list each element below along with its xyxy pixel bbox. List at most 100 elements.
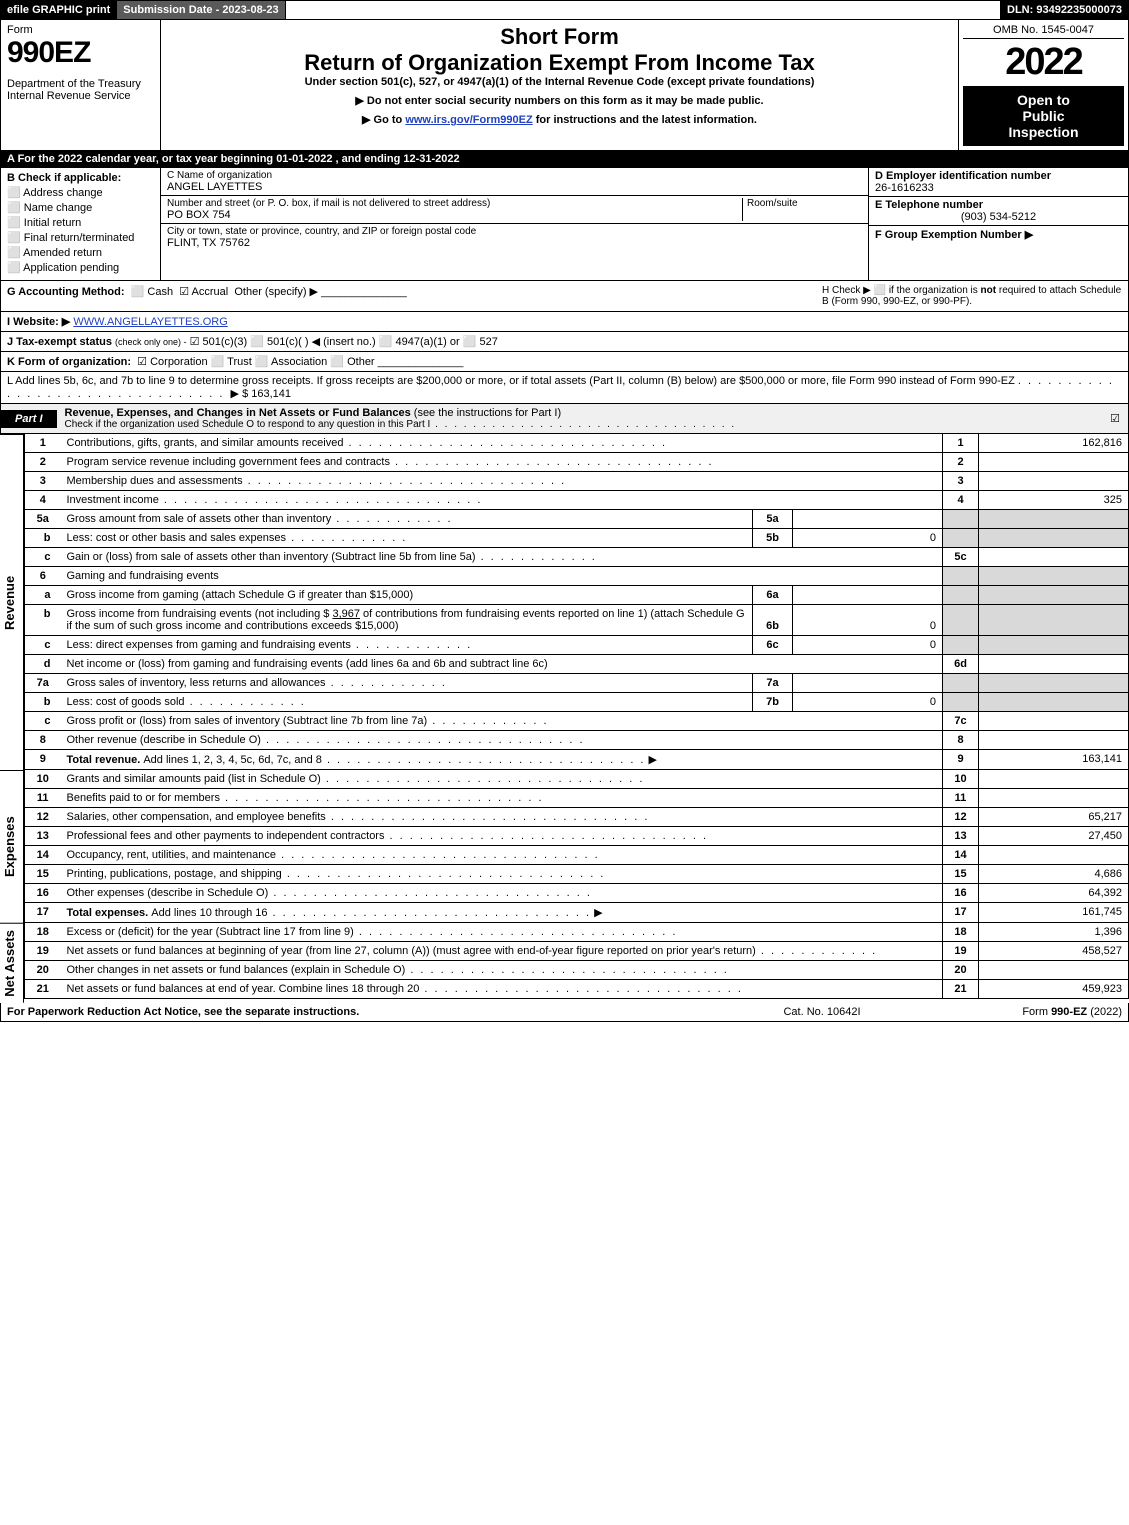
j-sub: (check only one) - <box>115 337 187 347</box>
num-grey <box>943 636 979 655</box>
line-6: 6 Gaming and fundraising events <box>25 567 1129 586</box>
line-15: 15 Printing, publications, postage, and … <box>25 865 1129 884</box>
row-h: H Check ▶ ⬜ if the organization is not r… <box>822 285 1122 307</box>
irs-link[interactable]: www.irs.gov/Form990EZ <box>405 114 532 126</box>
desc: Other changes in net assets or fund bala… <box>67 964 406 976</box>
chk-initial-return[interactable]: Initial return <box>7 216 154 229</box>
i-label: I Website: ▶ <box>7 316 70 328</box>
desc: Net assets or fund balances at end of ye… <box>67 983 420 995</box>
part1-title: Revenue, Expenses, and Changes in Net As… <box>57 404 1103 433</box>
part1-sub: Check if the organization used Schedule … <box>65 419 431 430</box>
dots <box>343 437 667 449</box>
dots <box>351 639 472 651</box>
header-left: Form 990EZ Department of the Treasury In… <box>1 20 161 150</box>
g-other[interactable]: Other (specify) ▶ <box>234 286 318 298</box>
val: 1,396 <box>979 923 1129 942</box>
j-opts[interactable]: ☑ 501(c)(3) ⬜ 501(c)( ) ◀ (insert no.) ⬜… <box>190 336 498 348</box>
mini-val <box>793 586 943 605</box>
open1: Open to <box>965 92 1122 108</box>
netassets-table: 18 Excess or (deficit) for the year (Sub… <box>24 923 1129 999</box>
ln: b <box>25 529 61 548</box>
num: 9 <box>943 750 979 770</box>
val-grey <box>979 529 1129 548</box>
desc: Program service revenue including govern… <box>67 456 390 468</box>
part1-paren: (see the instructions for Part I) <box>414 407 561 419</box>
line-19: 19 Net assets or fund balances at beginn… <box>25 942 1129 961</box>
form-number: 990EZ <box>7 36 154 70</box>
dots <box>268 887 592 899</box>
num: 16 <box>943 884 979 903</box>
dots <box>427 715 548 727</box>
ln: 4 <box>25 491 61 510</box>
desc: Investment income <box>67 494 159 506</box>
chk-amended-return[interactable]: Amended return <box>7 246 154 259</box>
chk-address-change[interactable]: Address change <box>7 186 154 199</box>
col-b: B Check if applicable: Address change Na… <box>1 168 161 280</box>
chk-application-pending[interactable]: Application pending <box>7 261 154 274</box>
row-a-tax-year: A For the 2022 calendar year, or tax yea… <box>0 151 1129 168</box>
ssn-note: ▶ Do not enter social security numbers o… <box>167 94 952 107</box>
ln: 1 <box>25 434 61 453</box>
c-name-label: C Name of organization <box>167 170 272 181</box>
line-13: 13 Professional fees and other payments … <box>25 827 1129 846</box>
desc1: Gross income from fundraising events (no… <box>67 608 333 620</box>
netassets-side-label: Net Assets <box>0 923 24 1003</box>
ln: 16 <box>25 884 61 903</box>
num: 3 <box>943 472 979 491</box>
mini-val: 0 <box>793 693 943 712</box>
desc: Excess or (deficit) for the year (Subtra… <box>67 926 354 938</box>
dots <box>185 696 306 708</box>
val <box>979 770 1129 789</box>
dots <box>384 830 708 842</box>
chk-name-change[interactable]: Name change <box>7 201 154 214</box>
desc: Gross sales of inventory, less returns a… <box>67 677 326 689</box>
row-j: J Tax-exempt status (check only one) - ☑… <box>0 332 1129 352</box>
line-8: 8 Other revenue (describe in Schedule O)… <box>25 731 1129 750</box>
dots <box>331 513 452 525</box>
num: 19 <box>943 942 979 961</box>
val: 459,923 <box>979 980 1129 999</box>
val-grey <box>979 510 1129 529</box>
num: 14 <box>943 846 979 865</box>
ln: 17 <box>25 903 61 923</box>
g-accrual[interactable]: Accrual <box>179 286 228 298</box>
line-18: 18 Excess or (deficit) for the year (Sub… <box>25 923 1129 942</box>
chk-final-return[interactable]: Final return/terminated <box>7 231 154 244</box>
ln: b <box>25 605 61 636</box>
phone: (903) 534-5212 <box>875 211 1122 223</box>
dots <box>276 849 600 861</box>
desc: Less: cost or other basis and sales expe… <box>67 532 287 544</box>
dept-treasury: Department of the Treasury <box>7 78 154 90</box>
part1-checkbox[interactable]: ☑ <box>1102 409 1128 428</box>
k-opts[interactable]: ☑ Corporation ⬜ Trust ⬜ Association ⬜ Ot… <box>137 356 374 368</box>
website-link[interactable]: WWW.ANGELLAYETTES.ORG <box>73 316 227 328</box>
dots <box>220 792 544 804</box>
header-mid: Short Form Return of Organization Exempt… <box>161 20 958 150</box>
line-6b: b Gross income from fundraising events (… <box>25 605 1129 636</box>
ln: 7a <box>25 674 61 693</box>
efile-label[interactable]: efile GRAPHIC print <box>1 1 117 19</box>
dots <box>159 494 483 506</box>
val-grey <box>979 693 1129 712</box>
l-val: ▶ $ 163,141 <box>231 388 291 400</box>
val <box>979 472 1129 491</box>
line-2: 2 Program service revenue including gove… <box>25 453 1129 472</box>
num-grey <box>943 674 979 693</box>
val <box>979 961 1129 980</box>
g-cash[interactable]: Cash <box>131 286 173 298</box>
part1-title-bold: Revenue, Expenses, and Changes in Net As… <box>65 407 414 419</box>
ln: 2 <box>25 453 61 472</box>
desc: Contributions, gifts, grants, and simila… <box>67 437 344 449</box>
val-grey <box>979 605 1129 636</box>
val-grey <box>979 586 1129 605</box>
ln: 18 <box>25 923 61 942</box>
val-grey <box>979 636 1129 655</box>
num: 11 <box>943 789 979 808</box>
org-city: FLINT, TX 75762 <box>167 237 476 249</box>
col-d-e-f: D Employer identification number 26-1616… <box>868 168 1128 280</box>
dots <box>419 983 743 995</box>
desc: Grants and similar amounts paid (list in… <box>67 773 321 785</box>
return-title: Return of Organization Exempt From Incom… <box>167 50 952 76</box>
expenses-section: Expenses 10 Grants and similar amounts p… <box>0 770 1129 923</box>
line-17: 17 Total expenses. Add lines 10 through … <box>25 903 1129 923</box>
